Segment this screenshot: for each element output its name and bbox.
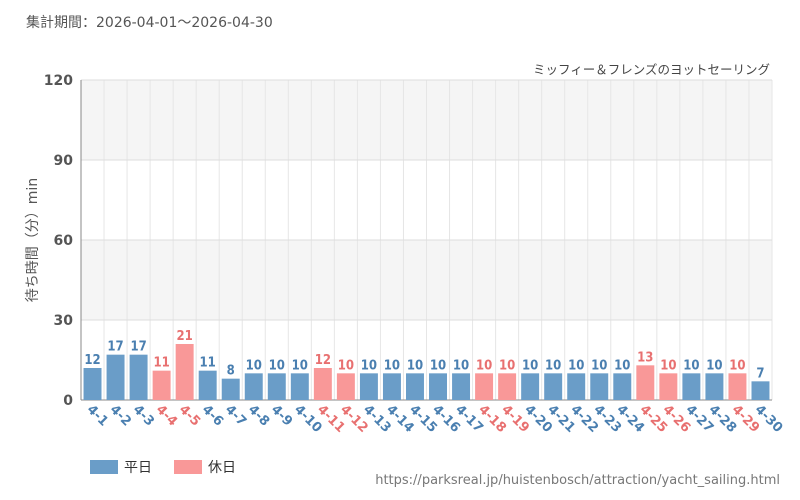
y-tick-label: 120 — [44, 73, 73, 89]
data-label: 8 — [227, 364, 235, 379]
bar — [221, 378, 240, 400]
data-label: 10 — [545, 358, 561, 373]
bar — [175, 344, 194, 400]
x-tick-label: 4-9 — [268, 402, 295, 429]
legend-label-weekday: 平日 — [124, 460, 152, 476]
bar — [152, 370, 171, 400]
data-label: 10 — [476, 358, 492, 373]
y-tick-label: 30 — [54, 313, 74, 329]
bar — [682, 373, 701, 400]
data-label: 10 — [729, 358, 745, 373]
x-tick-label: 4-1 — [84, 402, 111, 429]
data-label: 10 — [706, 358, 722, 373]
bar — [636, 365, 655, 400]
bar — [567, 373, 586, 400]
data-label: 17 — [130, 340, 146, 355]
bar — [290, 373, 309, 400]
data-label: 10 — [568, 358, 584, 373]
bar — [728, 373, 747, 400]
bar — [751, 381, 770, 400]
data-label: 10 — [591, 358, 607, 373]
data-label: 17 — [107, 340, 123, 355]
y-tick-label: 90 — [54, 153, 74, 169]
bar — [267, 373, 286, 400]
data-label: 10 — [384, 358, 400, 373]
data-label: 10 — [338, 358, 354, 373]
x-tick-label: 4-6 — [199, 402, 226, 429]
data-label: 10 — [292, 358, 308, 373]
data-label: 11 — [200, 356, 216, 371]
legend: 平日 休日 — [90, 457, 236, 477]
bar — [198, 370, 217, 400]
bar — [336, 373, 355, 400]
bar — [452, 373, 471, 400]
bar — [359, 373, 378, 400]
x-tick-label: 4-8 — [245, 402, 272, 429]
bar — [659, 373, 678, 400]
bar — [498, 373, 517, 400]
legend-item-weekday: 平日 — [90, 457, 152, 477]
data-label: 12 — [84, 353, 100, 368]
x-tick-label: 4-7 — [222, 402, 249, 429]
data-label: 12 — [315, 353, 331, 368]
data-label: 10 — [499, 358, 515, 373]
data-label: 10 — [246, 358, 262, 373]
data-label: 10 — [614, 358, 630, 373]
bar — [244, 373, 263, 400]
data-label: 10 — [269, 358, 285, 373]
bar — [705, 373, 724, 400]
bar — [83, 368, 102, 400]
bar — [590, 373, 609, 400]
data-label: 10 — [453, 358, 469, 373]
data-label: 10 — [361, 358, 377, 373]
bar — [613, 373, 632, 400]
y-tick-label: 60 — [54, 233, 74, 249]
bar — [475, 373, 494, 400]
period-label: 集計期間：2026-04-01～2026-04-30 — [26, 15, 273, 31]
legend-item-holiday: 休日 — [174, 457, 236, 477]
data-label: 10 — [430, 358, 446, 373]
data-label: 10 — [522, 358, 538, 373]
x-tick-label: 4-3 — [130, 402, 157, 429]
y-tick-label: 0 — [63, 393, 73, 409]
x-tick-label: 4-5 — [176, 402, 203, 429]
bar — [544, 373, 563, 400]
legend-label-holiday: 休日 — [208, 460, 236, 476]
legend-swatch-weekday — [90, 460, 118, 474]
x-tick-label: 4-4 — [153, 402, 180, 429]
legend-swatch-holiday — [174, 460, 202, 474]
bar — [429, 373, 447, 400]
data-label: 7 — [756, 366, 764, 381]
bar — [406, 373, 424, 400]
data-label: 10 — [660, 358, 676, 373]
data-label: 11 — [153, 356, 169, 371]
data-label: 13 — [637, 350, 653, 365]
bar — [521, 373, 540, 400]
y-axis-label: 待ち時間（分）min — [25, 178, 41, 302]
data-label: 21 — [177, 329, 193, 344]
bar — [129, 354, 148, 400]
source-url: https://parksreal.jp/huistenbosch/attrac… — [375, 473, 780, 488]
x-tick-label: 4-2 — [107, 402, 134, 429]
chart-title: ミッフィー＆フレンズのヨットセーリング — [533, 62, 770, 77]
bar — [382, 373, 401, 400]
bar — [106, 354, 125, 400]
data-label: 10 — [407, 358, 423, 373]
bar — [313, 368, 332, 400]
data-label: 10 — [683, 358, 699, 373]
